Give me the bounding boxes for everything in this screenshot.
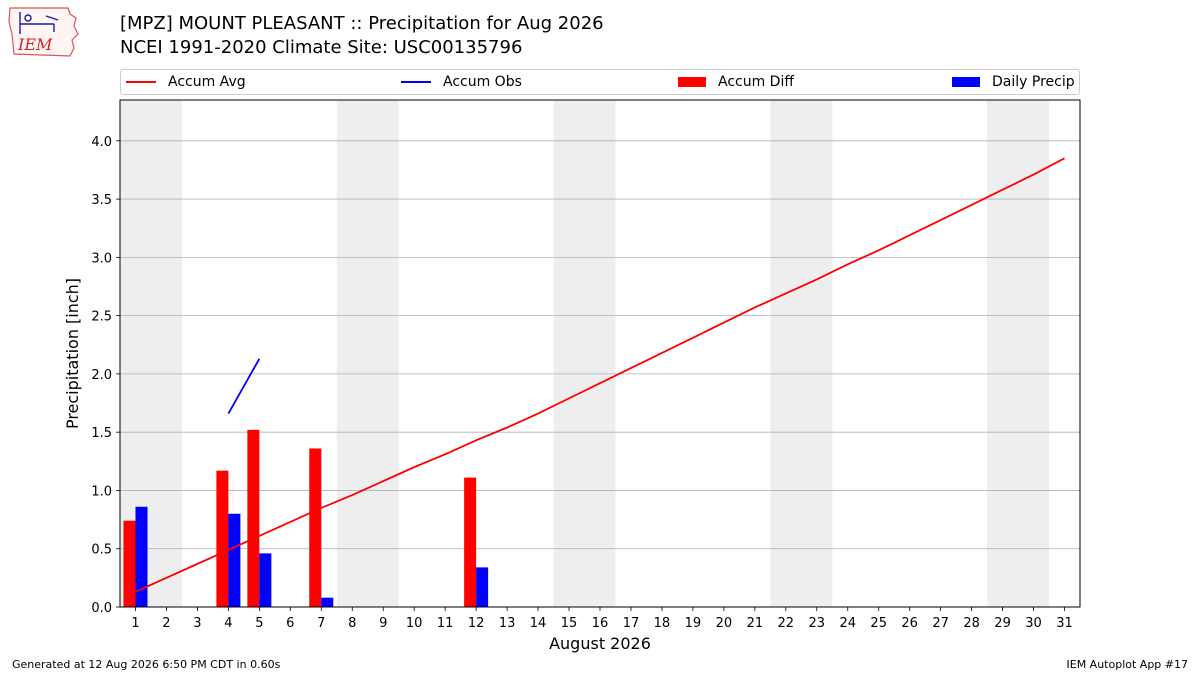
daily-precip-bar <box>135 506 148 607</box>
x-tick-label: 15 <box>561 616 578 631</box>
x-tick-label: 5 <box>255 616 263 631</box>
daily-precip-bar <box>259 553 272 607</box>
x-tick-label: 17 <box>623 616 640 631</box>
accum-diff-bar <box>309 448 322 607</box>
logo-text: IEM <box>17 35 53 54</box>
x-tick-label: 14 <box>530 616 547 631</box>
x-tick-label: 4 <box>224 616 232 631</box>
weekend-band <box>553 100 616 607</box>
y-tick-label: 1.5 <box>91 426 112 441</box>
y-tick-label: 0.5 <box>91 543 112 558</box>
chart-legend: Accum Avg Accum Obs Accum Diff Daily Pre… <box>120 69 1080 95</box>
accum-avg-line <box>135 157 1065 593</box>
chart-title: [MPZ] MOUNT PLEASANT :: Precipitation fo… <box>120 13 604 34</box>
x-tick-label: 1 <box>131 616 139 631</box>
weekend-band <box>770 100 833 607</box>
accum-diff-bar <box>123 520 136 607</box>
x-tick-label: 27 <box>932 616 949 631</box>
y-tick-label: 2.5 <box>91 310 112 325</box>
y-tick-label: 1.0 <box>91 484 112 499</box>
accum-obs-line <box>227 358 261 414</box>
x-tick-label: 22 <box>778 616 795 631</box>
x-tick-label: 30 <box>1025 616 1042 631</box>
x-tick-label: 6 <box>286 616 294 631</box>
accum-diff-bar <box>216 470 229 607</box>
legend-swatch-daily-precip <box>952 77 980 87</box>
weekend-band <box>987 100 1050 607</box>
x-tick-label: 11 <box>437 616 454 631</box>
x-tick-label: 26 <box>901 616 918 631</box>
legend-item-accum-obs: Accum Obs <box>401 70 522 94</box>
x-tick-label: 18 <box>654 616 671 631</box>
x-tick-label: 21 <box>747 616 764 631</box>
x-axis-label: August 2026 <box>549 634 651 653</box>
x-tick-label: 13 <box>499 616 516 631</box>
x-tick-label: 9 <box>379 616 387 631</box>
daily-precip-bar <box>321 597 334 607</box>
accum-diff-bar <box>464 477 477 607</box>
y-tick-label: 2.0 <box>91 368 112 383</box>
x-tick-label: 10 <box>406 616 423 631</box>
iem-logo: IEM <box>8 7 79 57</box>
daily-precip-bar <box>476 567 489 607</box>
legend-swatch-accum-avg <box>126 81 156 83</box>
x-tick-label: 12 <box>468 616 485 631</box>
chart-subtitle: NCEI 1991-2020 Climate Site: USC00135796 <box>120 37 523 58</box>
x-tick-label: 2 <box>162 616 170 631</box>
legend-item-accum-avg: Accum Avg <box>126 70 246 94</box>
y-tick-label: 3.5 <box>91 193 112 208</box>
y-tick-label: 4.0 <box>91 135 112 150</box>
x-tick-label: 19 <box>685 616 702 631</box>
legend-item-accum-diff: Accum Diff <box>678 70 794 94</box>
legend-label-accum-obs: Accum Obs <box>443 74 522 90</box>
legend-label-accum-avg: Accum Avg <box>168 74 246 90</box>
y-tick-label: 3.0 <box>91 251 112 266</box>
x-tick-label: 31 <box>1056 616 1073 631</box>
y-axis-label: Precipitation [inch] <box>63 278 82 429</box>
x-tick-label: 25 <box>870 616 887 631</box>
x-tick-label: 24 <box>839 616 856 631</box>
x-tick-label: 3 <box>193 616 201 631</box>
x-tick-label: 8 <box>348 616 356 631</box>
y-tick-label: 0.0 <box>91 601 112 616</box>
daily-precip-bar <box>228 513 241 607</box>
legend-swatch-accum-diff <box>678 77 706 87</box>
x-tick-label: 7 <box>317 616 325 631</box>
legend-label-accum-diff: Accum Diff <box>718 74 795 90</box>
app-credit: IEM Autoplot App #17 <box>1066 658 1189 671</box>
weekend-band <box>336 100 399 607</box>
x-tick-label: 28 <box>963 616 980 631</box>
x-tick-label: 23 <box>809 616 826 631</box>
legend-item-daily-precip: Daily Precip <box>952 70 1075 94</box>
legend-label-daily-precip: Daily Precip <box>992 74 1075 90</box>
plot-frame <box>119 99 1081 608</box>
weather-station-icon <box>19 12 59 34</box>
x-tick-label: 29 <box>994 616 1011 631</box>
accum-diff-bar <box>247 429 260 607</box>
generated-timestamp: Generated at 12 Aug 2026 6:50 PM CDT in … <box>12 658 281 671</box>
x-tick-label: 20 <box>716 616 733 631</box>
legend-swatch-accum-obs <box>401 81 431 83</box>
x-tick-label: 16 <box>592 616 609 631</box>
